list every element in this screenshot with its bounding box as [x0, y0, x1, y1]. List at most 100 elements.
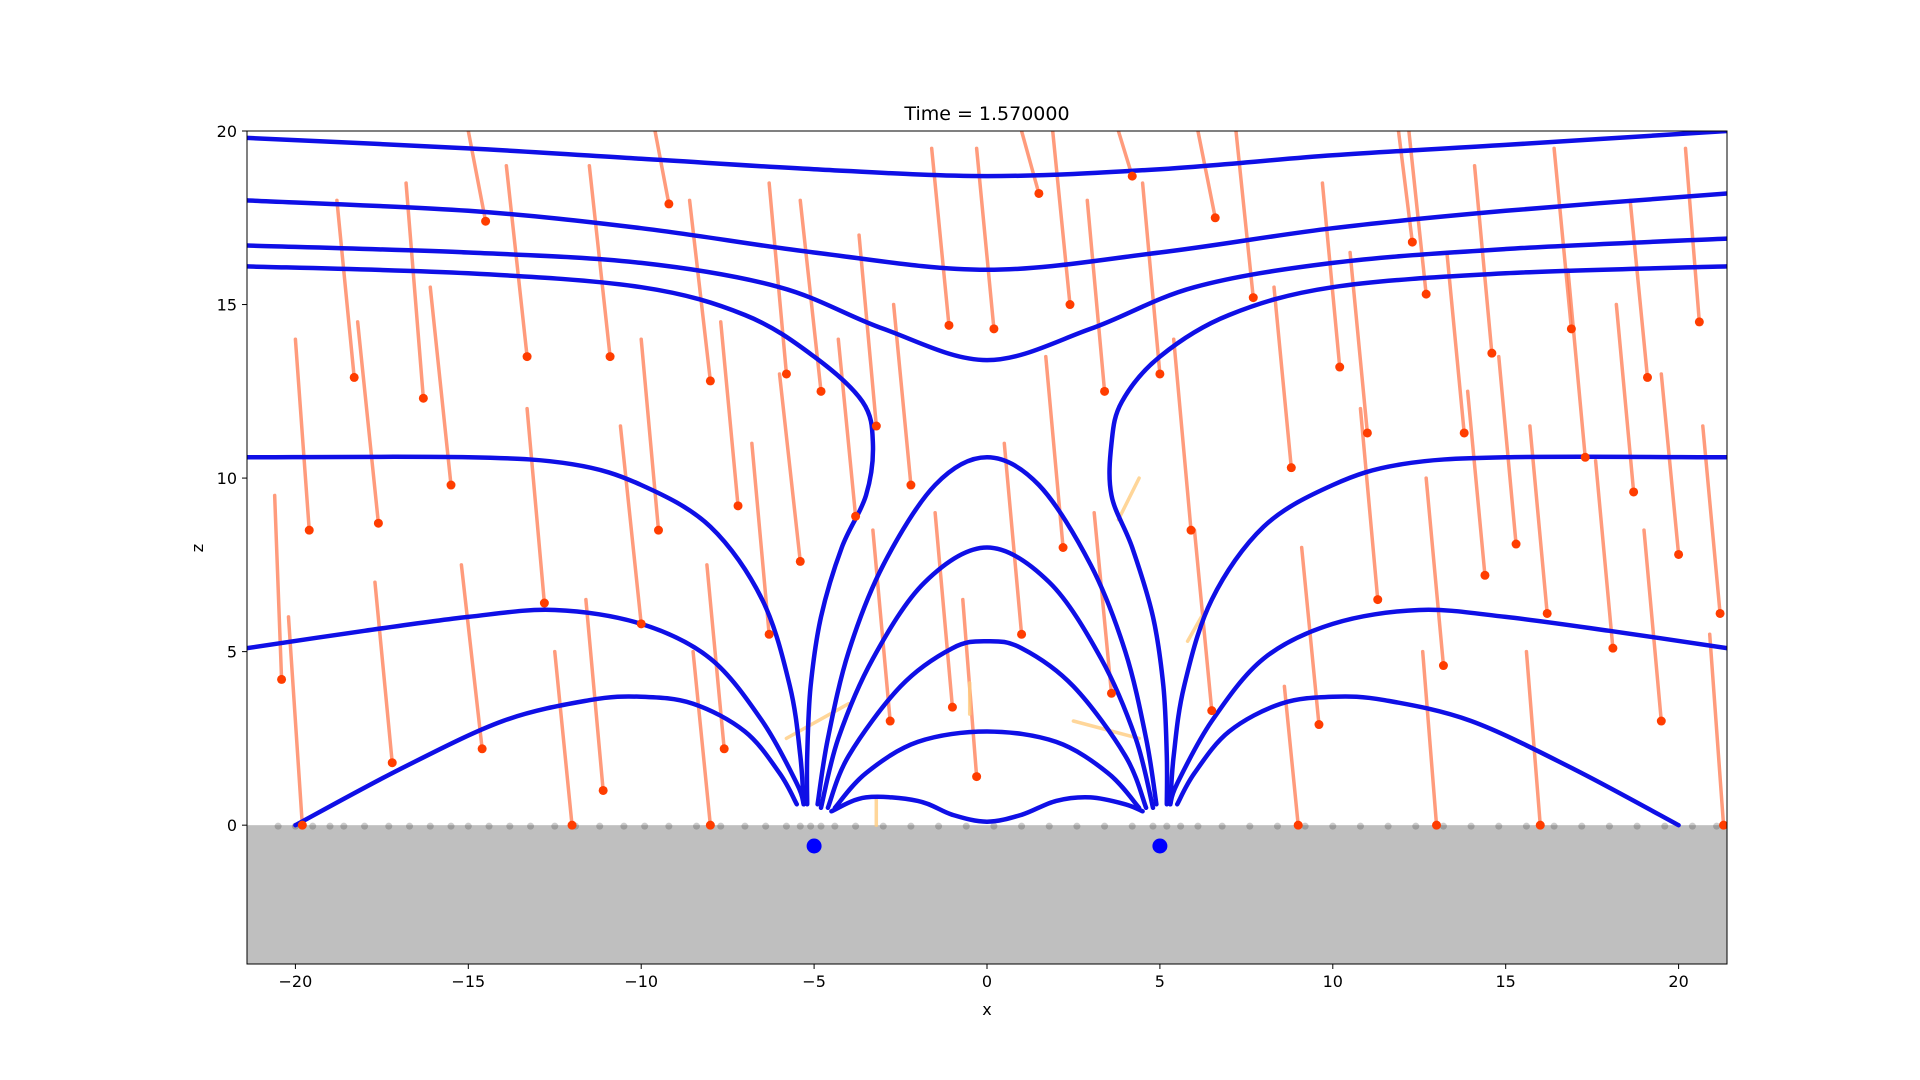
particle-head: [1459, 428, 1469, 438]
x-tick-label: 0: [982, 972, 992, 991]
particle-head: [733, 501, 743, 511]
particle-trail: [1358, 406, 1380, 602]
particle-head: [1335, 362, 1345, 372]
particle-head: [1210, 213, 1220, 223]
field-line: [1168, 454, 1727, 807]
particle-trail: [335, 198, 356, 380]
particle-head: [477, 744, 487, 754]
particle-head: [781, 369, 791, 379]
particle-trail: [1642, 528, 1664, 723]
ground-dot: [620, 822, 628, 830]
particle-head: [972, 772, 982, 782]
ground-region: [247, 825, 1727, 964]
ground-dot: [1661, 822, 1669, 830]
ground-dot: [340, 822, 348, 830]
particle-trail: [1628, 198, 1650, 380]
ground-dot: [717, 822, 725, 830]
ground-dot: [1605, 822, 1613, 830]
x-tick-label: −20: [279, 972, 313, 991]
field-line: [1174, 694, 1681, 828]
particle-head: [816, 386, 826, 396]
ground-dot: [385, 822, 393, 830]
particle-head: [653, 525, 663, 535]
ground-dot: [1578, 822, 1586, 830]
ground-dot: [1688, 822, 1696, 830]
ground-dot: [1128, 822, 1136, 830]
ground-dot: [361, 822, 369, 830]
ground-dot: [1163, 822, 1171, 830]
ground-dot: [1073, 822, 1081, 830]
particle-trail: [1683, 146, 1702, 324]
ground-dot: [962, 822, 970, 830]
ground-dot: [935, 822, 943, 830]
particle-head: [947, 702, 957, 712]
particle-trail: [653, 131, 671, 206]
ground-dot: [1194, 822, 1202, 830]
ground-dot: [326, 822, 334, 830]
particle-trail: [929, 146, 951, 328]
faint-trail: [1185, 615, 1204, 643]
field-line: [1168, 607, 1727, 807]
ground-dot: [596, 822, 604, 830]
particle-head: [764, 629, 774, 639]
particle-head: [1487, 348, 1497, 358]
particle-trail: [691, 649, 713, 827]
particle-head: [1293, 820, 1303, 830]
particle-head: [885, 716, 895, 726]
particle-trail: [1044, 354, 1065, 550]
ground-dot: [1439, 822, 1447, 830]
particle-head: [636, 619, 646, 629]
ground-dot: [1101, 822, 1109, 830]
ground-dot: [1522, 822, 1530, 830]
x-axis-ticks: −20 −15 −10 −5 0 5 10 15 20: [279, 964, 1689, 991]
particle-head: [1106, 688, 1116, 698]
field-line: [1107, 264, 1727, 807]
particle-head: [1373, 595, 1383, 605]
particle-trail: [857, 233, 879, 428]
particle-trail: [404, 181, 426, 401]
y-axis-ticks: 0 5 10 15 20: [217, 122, 247, 835]
particle-head: [1629, 487, 1639, 497]
ground-dot: [817, 822, 825, 830]
ground-dot: [426, 822, 434, 830]
particle-trail: [584, 597, 605, 793]
particle-head: [795, 556, 805, 566]
plot-inner: [247, 131, 1727, 964]
ground-dot: [782, 822, 790, 830]
particle-trail: [1614, 302, 1636, 494]
ground-dot: [831, 822, 839, 830]
ground-dot: [1273, 822, 1281, 830]
ground-dot: [464, 822, 472, 830]
ground-dot: [406, 822, 414, 830]
particle-head: [1034, 188, 1044, 198]
particle-head: [605, 352, 615, 362]
ground-dot: [1149, 822, 1157, 830]
particle-head: [387, 758, 397, 768]
particle-trail: [1002, 441, 1024, 637]
particle-trail: [1424, 476, 1446, 668]
particle-trail: [459, 563, 484, 751]
ground-dot: [1384, 822, 1392, 830]
ground-dot: [693, 822, 701, 830]
ground-dot: [1356, 822, 1364, 830]
plot-area: [246, 130, 1728, 965]
particle-head: [1286, 463, 1296, 473]
x-tick-label: 15: [1496, 972, 1516, 991]
x-tick-label: 5: [1155, 972, 1165, 991]
particle-trail: [466, 131, 488, 223]
particle-head: [598, 785, 608, 795]
particle-trail: [1282, 684, 1300, 827]
ground-dot: [1329, 822, 1337, 830]
particle-head: [1580, 452, 1590, 462]
particle-trail: [1707, 632, 1726, 827]
particle-head: [1535, 820, 1545, 830]
y-tick-label: 15: [217, 296, 237, 315]
ground-dot: [1246, 822, 1254, 830]
source-charge: [1152, 838, 1168, 854]
particle-trail: [1593, 458, 1615, 650]
field-line: [247, 131, 1727, 179]
ground-dot: [641, 822, 649, 830]
x-tick-label: −15: [451, 972, 485, 991]
particle-head: [349, 372, 359, 382]
y-tick-label: 0: [227, 816, 237, 835]
